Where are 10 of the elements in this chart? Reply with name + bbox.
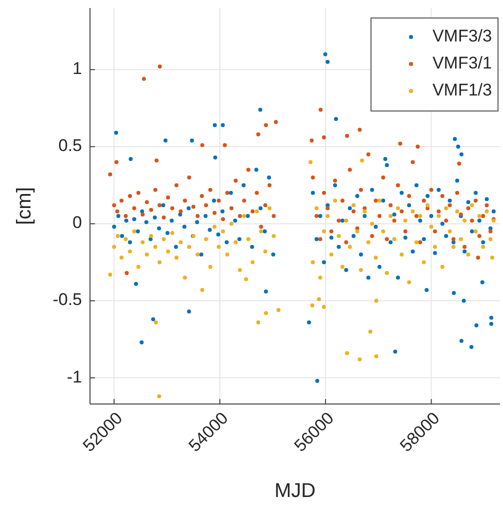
x-axis-title: MJD <box>274 480 316 502</box>
y-axis-title: [cm] <box>13 187 36 225</box>
legend-label: VMF3/3 <box>432 26 492 46</box>
y-tick-label: -0.5 <box>52 290 82 310</box>
y-tick-label: 0.5 <box>58 136 82 156</box>
legend-label: VMF3/1 <box>432 53 492 72</box>
y-tick-label: 1 <box>72 59 82 78</box>
y-tick-label: 0 <box>72 213 82 232</box>
y-tick-label: -1 <box>66 367 82 386</box>
legend-label: VMF1/3 <box>432 80 492 100</box>
